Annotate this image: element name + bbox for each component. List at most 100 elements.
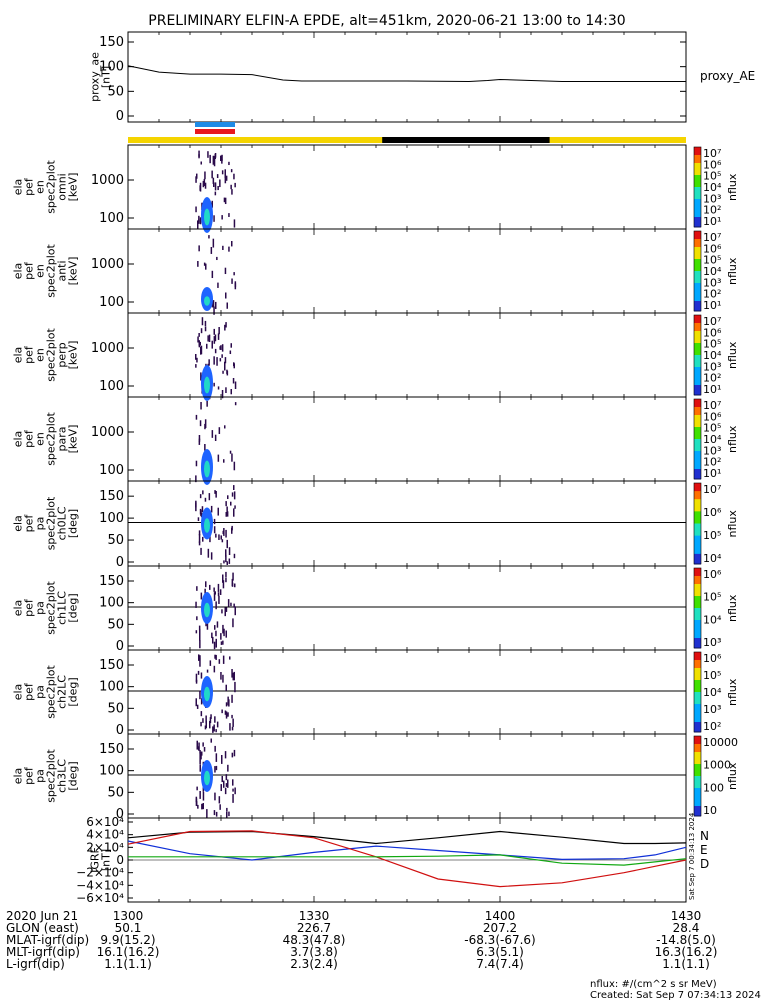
elb_pef_en_spec2plot_omni-colorbar-tick: 10⁵ — [703, 170, 721, 183]
elb_pef_en_spec2plot_omni-pixel — [204, 171, 206, 180]
elb_pef_en_spec2plot_perp-pixel — [218, 327, 220, 335]
elb_pef_pa_spec2plot_ch3LC-pixel — [232, 779, 234, 786]
elb_pef_en_spec2plot_omni-pixel — [195, 206, 197, 213]
elb_pef_en_spec2plot_para-colorbar-cell — [694, 403, 701, 406]
xaxis-row-label: 2020 Jun 21 — [6, 909, 78, 923]
elb_pef_pa_spec2plot_ch1LC-colorbar-cell — [694, 598, 701, 601]
elb_pef_en_spec2plot_omni-pixel — [196, 173, 198, 179]
elb_pef_pa_spec2plot_ch0LC-ytick: 150 — [99, 489, 124, 504]
elb_pef_pa_spec2plot_ch2LC-colorbar-cell — [694, 660, 701, 663]
elb_pef_pa_spec2plot_ch2LC-colorbar-cell — [694, 692, 701, 695]
xaxis-row-value: 1400 — [485, 909, 516, 923]
elb_pef_en_spec2plot_para-pixel — [231, 453, 233, 462]
elb_pef_en_spec2plot_omni-pixel — [220, 155, 222, 162]
proxy_ae-series-line — [127, 65, 686, 83]
elb_pef_en_spec2plot_perp-colorbar-cell — [694, 379, 701, 382]
elb_pef_en_spec2plot_anti-colorbar-tick: 10² — [703, 288, 721, 301]
elb_pef_pa_spec2plot_ch1LC-pixel — [221, 609, 223, 614]
elb_pef_en_spec2plot_para-colorbar-cell — [694, 475, 701, 478]
elb_pef_en_spec2plot_anti-pixel — [231, 278, 233, 284]
elb_pef_pa_spec2plot_ch2LC-pixel — [195, 679, 198, 684]
elb_pef_pa_spec2plot_ch3LC-pixel — [225, 774, 228, 781]
elb_pef_pa_spec2plot_ch2LC-blob-inner — [204, 686, 210, 702]
elb_pef_pa_spec2plot_ch3LC-pixel — [219, 804, 221, 810]
elb_pef_pa_spec2plot_ch2LC-pixel — [229, 656, 231, 660]
elb_pef_en_spec2plot_perp-colorbar-cell — [694, 347, 701, 350]
elb_pef_pa_spec2plot_ch0LC-pixel — [200, 512, 203, 518]
elb_pef_en_spec2plot_anti-pixel — [215, 301, 217, 309]
elb_pef_pa_spec2plot_ch3LC-colorbar-cell — [694, 758, 701, 761]
elb_pef_en_spec2plot_anti-ylabel-line: [keV] — [67, 257, 80, 286]
elb_pef_en_spec2plot_perp-colorbar-cell — [694, 393, 701, 396]
elb_pef_en_spec2plot_anti-colorbar-cell — [694, 273, 701, 276]
elb_pef_pa_spec2plot_ch1LC-ytick: 0 — [116, 639, 124, 654]
elb_pef_pa_spec2plot_ch1LC-colorbar-cell — [694, 628, 701, 631]
elb_pef_en_spec2plot_perp-colorbar-tick: 10⁴ — [703, 349, 722, 362]
elb_pef_pa_spec2plot_ch2LC-colorbar-cell — [694, 708, 701, 711]
elb_pef_pa_spec2plot_ch2LC-pixel — [229, 723, 231, 731]
elb_pef_en_spec2plot_anti-colorbar-cell — [694, 265, 701, 268]
elb_pef_en_spec2plot_perp-pixel — [230, 389, 232, 395]
elb_pef_en_spec2plot_anti-pixel — [211, 301, 214, 308]
elb_pef_pa_spec2plot_ch2LC-ytick: 50 — [107, 701, 124, 716]
elb_pef_en_spec2plot_perp-colorbar-cell — [694, 383, 701, 386]
elb_pef_en_spec2plot_para-colorbar-cell — [694, 429, 701, 432]
elb_pef_en_spec2plot_perp-pixel — [206, 343, 208, 349]
elb_pef_en_spec2plot_para-pixel — [214, 434, 217, 441]
elb_pef_pa_spec2plot_ch3LC-colorbar-cell — [694, 748, 701, 751]
elb_pef_pa_spec2plot_ch3LC-ylabel-line: [deg] — [67, 761, 80, 790]
elb_pef_pa_spec2plot_ch3LC-colorbar-cell — [694, 744, 701, 747]
elb_pef_en_spec2plot_para-pixel — [195, 475, 197, 483]
elb_pef_en_spec2plot_perp-colorbar-cell — [694, 341, 701, 344]
side-timestamp: Sat Sep 7 00:34:13 2024 — [688, 812, 696, 900]
elb_pef_en_spec2plot_omni-pixel — [233, 219, 236, 228]
elb_pef_pa_spec2plot_ch2LC-ytick: 150 — [99, 658, 124, 673]
elb_pef_pa_spec2plot_ch1LC-colorbar-frame — [693, 567, 702, 649]
elb_pef_en_spec2plot_omni-ylabel-line: [keV] — [67, 173, 80, 202]
elb_pef_pa_spec2plot_ch1LC-colorbar-cell — [694, 638, 701, 641]
elb_pef_pa_spec2plot_ch1LC-pixel — [222, 624, 224, 634]
elb_pef_en_spec2plot_omni-colorbar-cell — [694, 203, 701, 206]
elb_pef_en_spec2plot_anti-pixel — [205, 263, 207, 270]
elb_pef_en_spec2plot_perp-colorbar-cell — [694, 343, 701, 346]
elb_pef_pa_spec2plot_ch2LC-colorbar-cell — [694, 672, 701, 675]
elb_pef_en_spec2plot_para-colorbar-cell — [694, 415, 701, 418]
elb_pef_en_spec2plot_anti-pixel — [213, 306, 215, 315]
elb_pef_en_spec2plot_omni-colorbar-cell — [694, 151, 701, 154]
elb_pef_pa_spec2plot_ch2LC-colorbar-tick: 10⁶ — [703, 652, 722, 665]
elb_pef_en_spec2plot_anti-colorbar-tick: 10⁵ — [703, 254, 721, 267]
elb_pef_en_spec2plot_anti-colorbar-cell — [694, 241, 701, 244]
elb_pef_pa_spec2plot_ch2LC-ylabel-line: spec2plot — [45, 665, 58, 719]
elb_pef_en_spec2plot_anti-pixel — [233, 272, 235, 276]
elb_pef_pa_spec2plot_ch1LC-colorbar-cell — [694, 632, 701, 635]
elb_pef_pa_spec2plot_ch2LC-colorbar-cell — [694, 724, 701, 727]
elb_pef_pa_spec2plot_ch0LC-pixel — [200, 547, 202, 555]
elb_pef_en_spec2plot_perp-colorbar-cell — [694, 369, 701, 372]
elb_pef_en_spec2plot_perp-colorbar-tick: 10⁷ — [703, 315, 721, 328]
elb_pef_pa_spec2plot_ch2LC-pixel — [220, 672, 222, 680]
elb_pef_pa_spec2plot_ch3LC-pixel — [227, 764, 229, 772]
elb_pef_pa_spec2plot_ch3LC-pixel — [221, 755, 223, 764]
elb_pef_en_spec2plot_anti-pixel — [216, 256, 218, 261]
elb_pef_pa_spec2plot_ch0LC-pixel — [202, 536, 204, 542]
elb_pef_pa_spec2plot_ch3LC-colorbar-cell — [694, 736, 701, 739]
elb_pef_en_spec2plot_anti-pixel — [224, 267, 227, 275]
elb_pef_en_spec2plot_omni-colorbar-cell — [694, 197, 701, 200]
elb_pef_en_spec2plot_anti-colorbar-cell — [694, 289, 701, 292]
elb_pef_en_spec2plot_omni-pixel — [234, 182, 236, 188]
elb_pef_pa_spec2plot_ch0LC-colorbar-cell — [694, 485, 701, 488]
elb_pef_pa_spec2plot_ch3LC-colorbar-cell — [694, 760, 701, 763]
elb_pef_en_spec2plot_perp-ylabel-line: spec2plot — [45, 328, 58, 382]
elb_pef_en_spec2plot_anti-pixel — [198, 245, 200, 252]
elb_pef_pa_spec2plot_ch0LC-colorbar-cell — [694, 501, 701, 504]
elb_pef_en_spec2plot_anti-colorbar-frame — [693, 230, 702, 312]
elb_pef_pa_spec2plot_ch0LC-pixel — [227, 495, 229, 500]
elb_pef_en_spec2plot_omni-colorbar-cell — [694, 199, 701, 202]
elb_pef_pa_spec2plot_ch2LC-colorbar-cell — [694, 706, 701, 709]
elb_pef_en_spec2plot_perp-pixel — [217, 333, 220, 340]
elb_pef_en_spec2plot_perp-pixel — [195, 364, 197, 368]
elb_pef_pa_spec2plot_ch1LC-pixel — [204, 588, 206, 594]
elb_pef_en_spec2plot_anti-colorbar-cell — [694, 307, 701, 310]
elb_pef_en_spec2plot_perp-pixel — [224, 357, 227, 364]
